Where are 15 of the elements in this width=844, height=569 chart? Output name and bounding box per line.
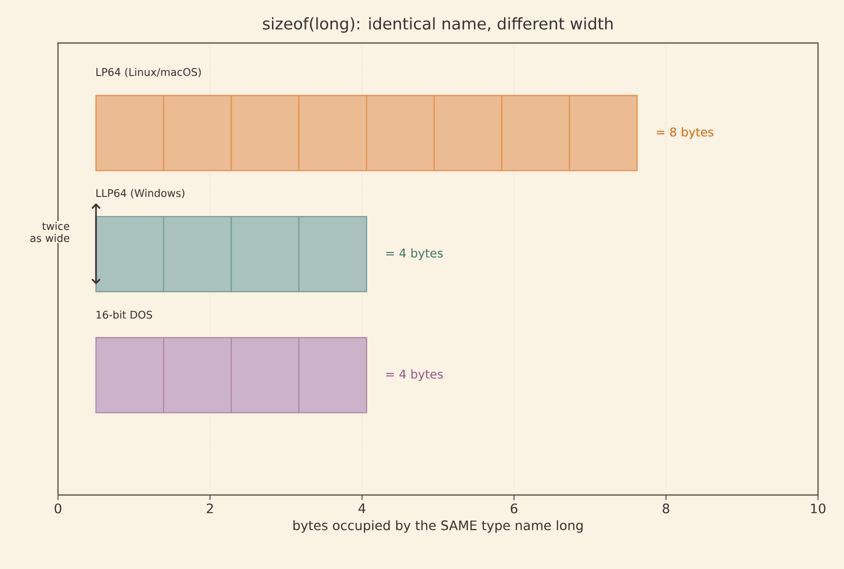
- y-tick-label: LP64 (Linux/macOS): [96, 68, 201, 78]
- x-tick-label: 0: [54, 504, 62, 514]
- x-tick-label: 4: [358, 504, 366, 514]
- chart-title: sizeof(long): identical name, different width: [263, 17, 613, 33]
- text: = 4 bytes: [386, 369, 443, 381]
- y-tick-label: 16-bit DOS: [96, 310, 152, 319]
- x-axis-title: bytes occupied by the SAME type name long: [293, 520, 583, 533]
- y-tick-label: LLP64 (Windows): [96, 188, 184, 198]
- x-tick-label: 2: [206, 504, 213, 514]
- x-tick-label: 10: [811, 504, 826, 514]
- annotation: twice as wide: [30, 222, 70, 242]
- x-tick-label: 6: [510, 504, 518, 514]
- text: = 8 bytes: [656, 127, 714, 139]
- x-tick-label: 8: [662, 504, 670, 514]
- text: = 4 bytes: [386, 248, 443, 260]
